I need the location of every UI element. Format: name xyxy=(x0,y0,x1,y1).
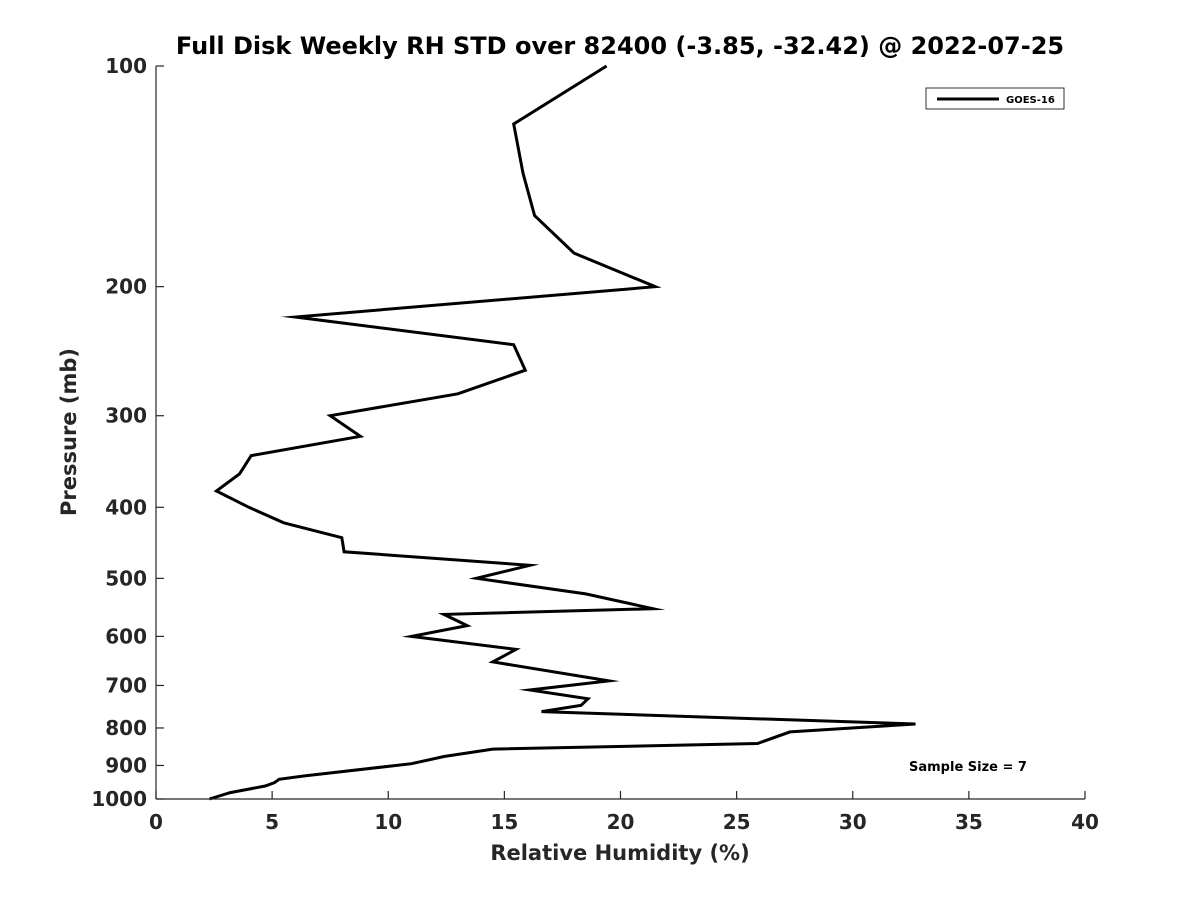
x-tick-label: 10 xyxy=(374,810,402,834)
y-tick-label: 300 xyxy=(105,404,147,428)
y-tick-label: 1000 xyxy=(91,787,147,811)
x-tick-label: 40 xyxy=(1071,810,1099,834)
axis-ticks: 0 5 10 15 20 25 30 35 40 100 200 300 400 500 600 700 800… xyxy=(91,54,1099,834)
legend-entry-goes-16: GOES-16 xyxy=(1006,95,1055,106)
x-tick-label: 15 xyxy=(490,810,518,834)
x-tick-label: 0 xyxy=(149,810,163,834)
x-tick-label: 35 xyxy=(955,810,983,834)
y-tick-label: 100 xyxy=(105,54,147,78)
y-axis-label: Pressure (mb) xyxy=(57,348,81,516)
y-tick-label: 800 xyxy=(105,716,147,740)
series-line-goes-16 xyxy=(208,64,916,801)
chart-title: Full Disk Weekly RH STD over 82400 (-3.8… xyxy=(176,32,1064,60)
y-tick-label: 200 xyxy=(105,275,147,299)
x-tick-label: 20 xyxy=(607,810,635,834)
x-tick-label: 30 xyxy=(839,810,867,834)
x-tick-label: 25 xyxy=(723,810,751,834)
x-axis-label: Relative Humidity (%) xyxy=(490,841,749,865)
x-tick-label: 5 xyxy=(265,810,279,834)
sample-size-annotation: Sample Size = 7 xyxy=(909,760,1027,775)
legend: GOES-16 xyxy=(925,87,1065,110)
plot-area xyxy=(156,66,1085,799)
y-tick-label: 500 xyxy=(105,566,147,590)
series-layer xyxy=(208,64,916,801)
y-tick-label: 900 xyxy=(105,753,147,777)
y-tick-label: 700 xyxy=(105,673,147,697)
y-tick-label: 400 xyxy=(105,495,147,519)
y-tick-label: 600 xyxy=(105,624,147,648)
